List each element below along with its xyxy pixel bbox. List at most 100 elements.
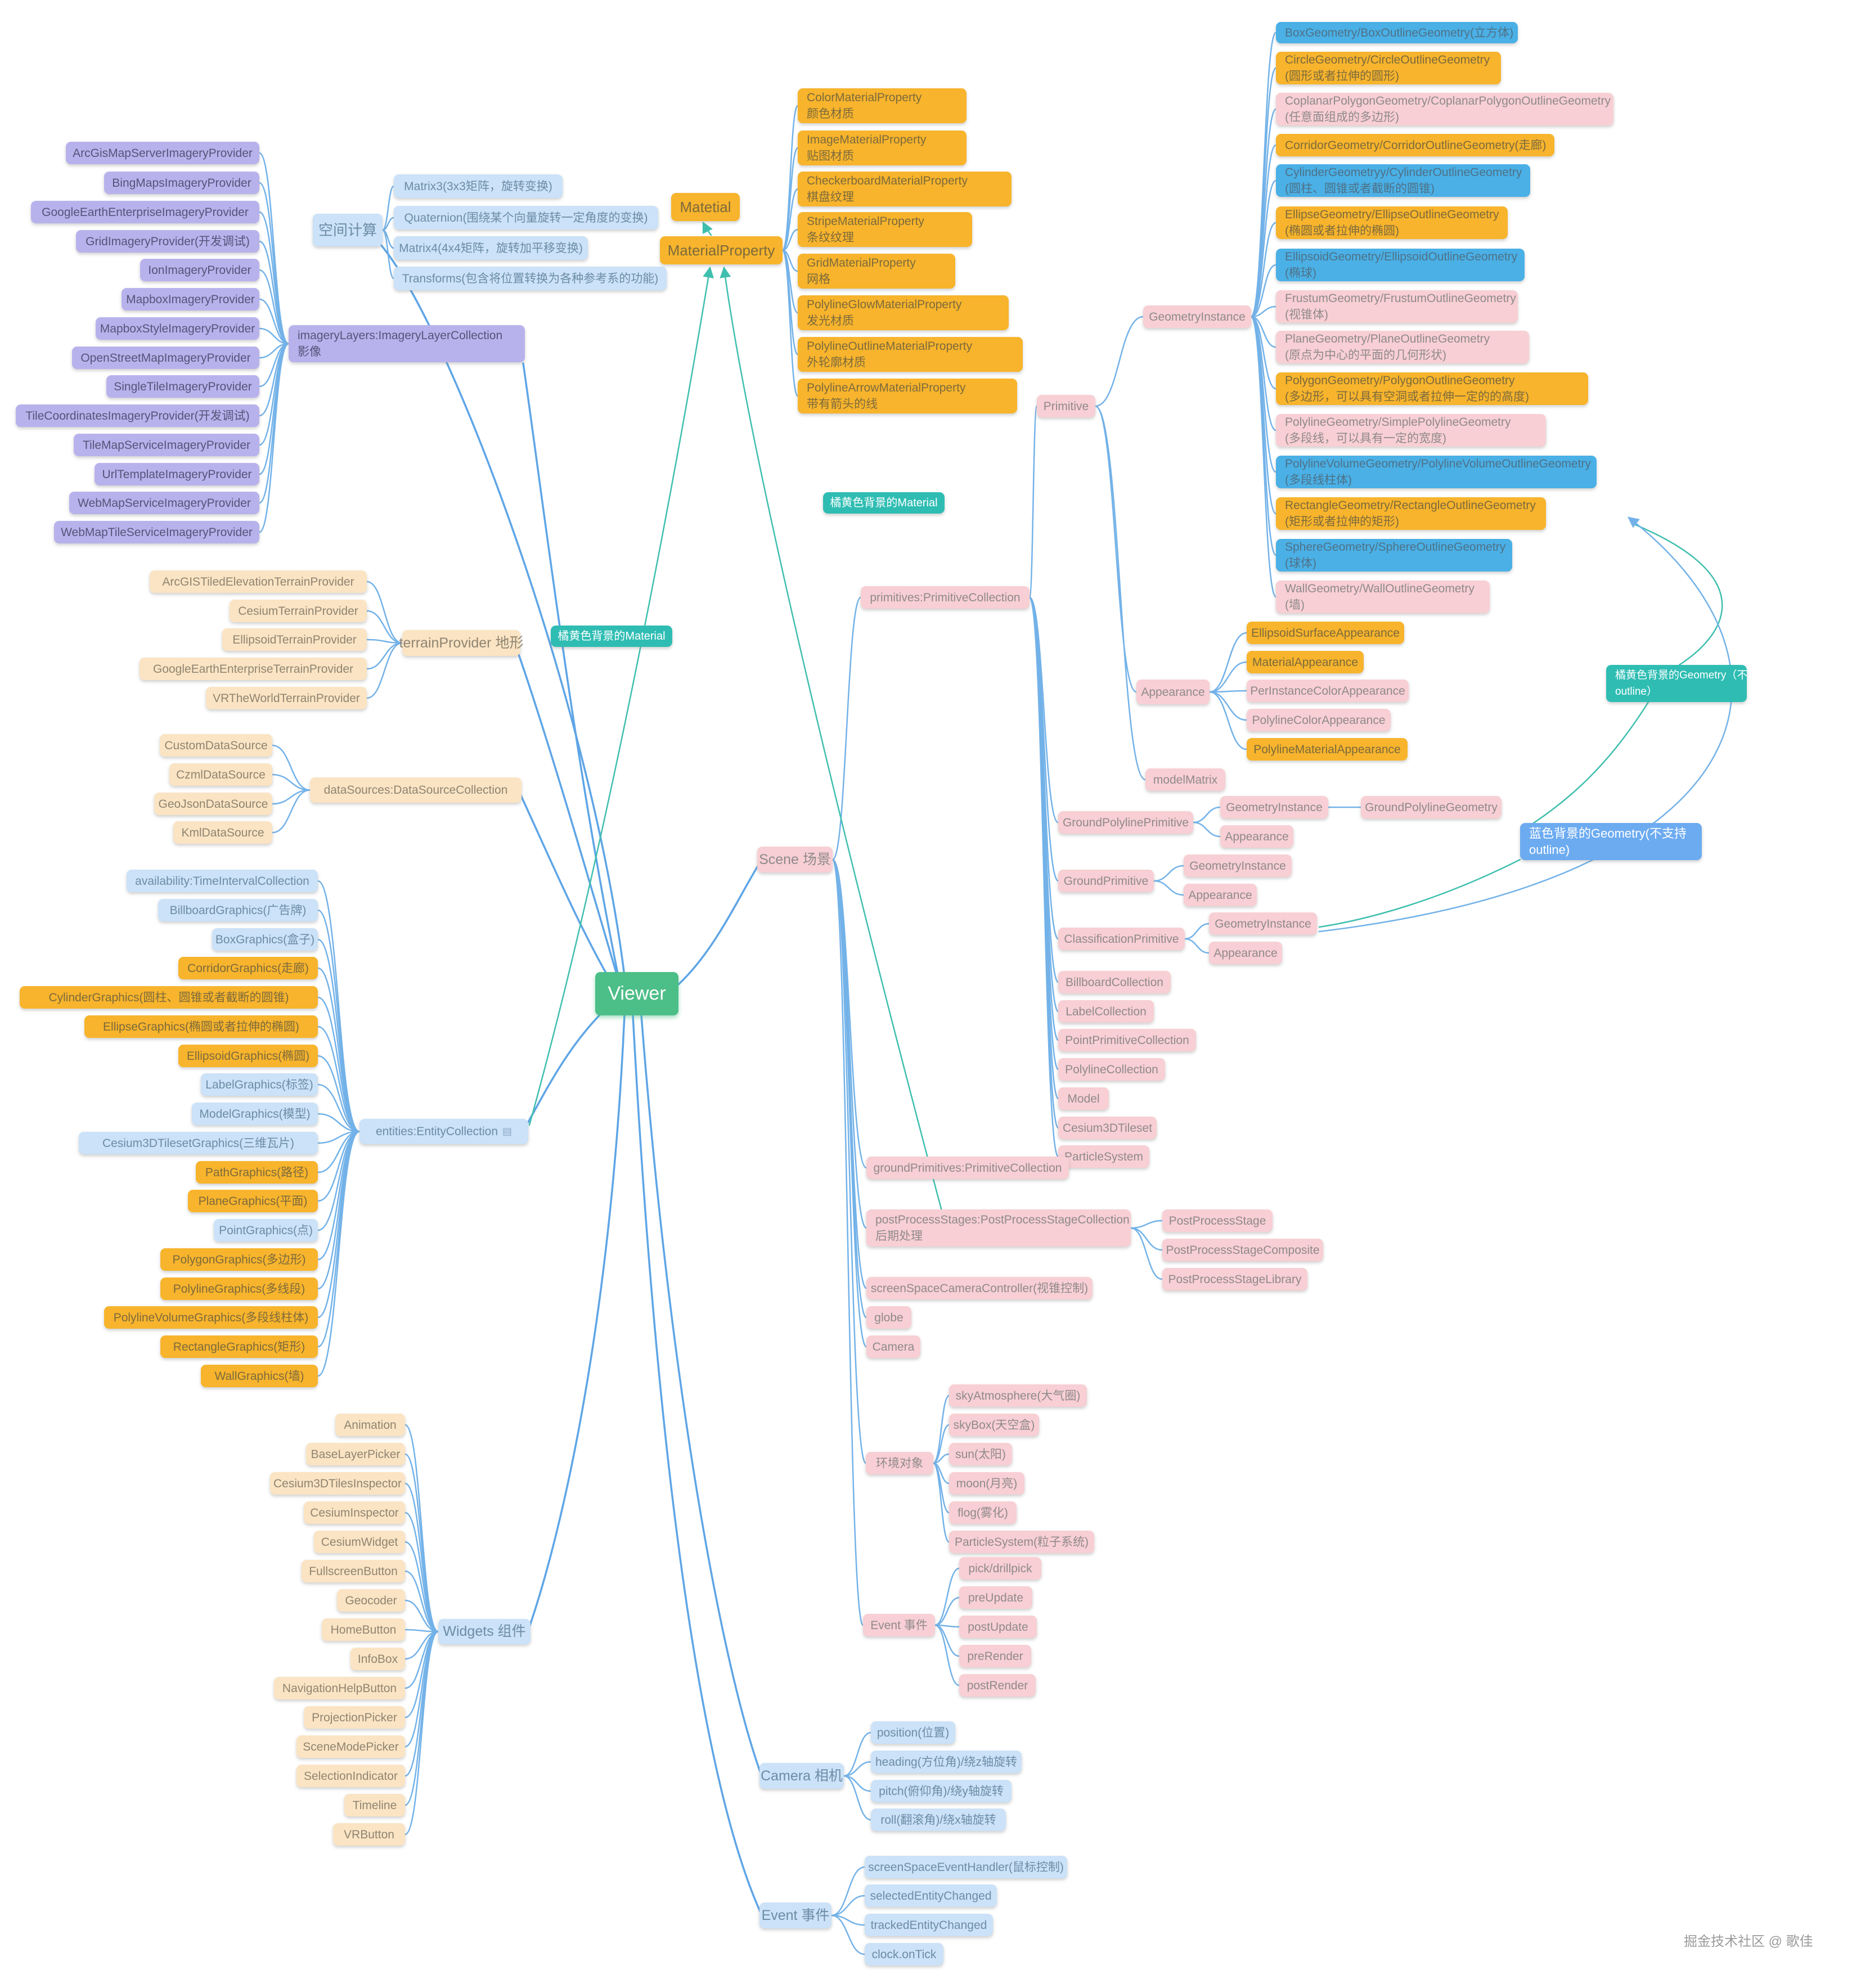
node-eventMain[interactable]: Event 事件 bbox=[759, 1902, 831, 1928]
node-g9[interactable]: PlaneGeometry/PlaneOutlineGeometry (原点为中… bbox=[1276, 331, 1529, 363]
node-ev3[interactable]: postUpdate bbox=[959, 1616, 1037, 1638]
node-modelmatrix[interactable]: modelMatrix bbox=[1145, 768, 1225, 791]
node-cpAp[interactable]: Appearance bbox=[1209, 942, 1282, 964]
node-en7[interactable]: EllipsoidGraphics(椭圆) bbox=[178, 1045, 318, 1067]
node-g8[interactable]: FrustumGeometry/FrustumOutlineGeometry (… bbox=[1276, 290, 1518, 323]
node-im14[interactable]: WebMapTileServiceImageryProvider bbox=[54, 521, 259, 543]
node-teal2[interactable]: 橘黄色背景的Material bbox=[551, 626, 672, 647]
node-g2[interactable]: CircleGeometry/CircleOutlineGeometry (圆形… bbox=[1276, 52, 1501, 84]
node-en3[interactable]: BoxGraphics(盒子) bbox=[212, 928, 318, 951]
node-w14[interactable]: Timeline bbox=[344, 1794, 405, 1816]
node-w9[interactable]: InfoBox bbox=[350, 1648, 405, 1670]
node-g6[interactable]: EllipseGeometry/EllipseOutlineGeometry (… bbox=[1276, 206, 1508, 239]
node-en5[interactable]: CylinderGraphics(圆柱、圆锥或者截断的圆锥) bbox=[20, 986, 318, 1009]
node-postProcess[interactable]: postProcessStages:PostProcessStageCollec… bbox=[866, 1209, 1131, 1247]
node-w12[interactable]: SceneModePicker bbox=[296, 1735, 405, 1758]
node-im3[interactable]: GoogleEarthEnterpriseImageryProvider bbox=[31, 201, 259, 223]
node-tp5[interactable]: VRTheWorldTerrainProvider bbox=[206, 687, 367, 709]
node-env[interactable]: 环境对象 bbox=[866, 1452, 933, 1474]
node-gpAp[interactable]: Appearance bbox=[1184, 884, 1257, 906]
node-cm1[interactable]: position(位置) bbox=[871, 1721, 955, 1744]
node-plc[interactable]: PolylineCollection bbox=[1058, 1058, 1165, 1081]
node-c3dt[interactable]: Cesium3DTileset bbox=[1058, 1117, 1157, 1139]
node-en2[interactable]: BillboardGraphics(广告牌) bbox=[158, 899, 318, 921]
node-im4[interactable]: GridImageryProvider(开发调试) bbox=[76, 230, 259, 253]
node-mp2[interactable]: ImageMaterialProperty 贴图材质 bbox=[798, 131, 967, 165]
node-cpGi[interactable]: GeometryInstance bbox=[1209, 912, 1317, 935]
node-mx2[interactable]: Quaternion(围绕某个向量旋转一定角度的变换) bbox=[394, 206, 658, 230]
node-ds1[interactable]: CustomDataSource bbox=[160, 734, 272, 757]
node-em2[interactable]: selectedEntityChanged bbox=[865, 1884, 997, 1907]
node-w10[interactable]: NavigationHelpButton bbox=[274, 1677, 405, 1699]
node-scene[interactable]: Scene 场景 bbox=[757, 847, 833, 872]
node-mp6[interactable]: PolylineGlowMaterialProperty 发光材质 bbox=[798, 295, 1009, 330]
node-terrain[interactable]: terrainProvider 地形 bbox=[399, 630, 523, 656]
node-ev4[interactable]: preRender bbox=[959, 1645, 1031, 1667]
node-ev2[interactable]: preUpdate bbox=[959, 1586, 1032, 1609]
node-em4[interactable]: clock.onTick bbox=[865, 1943, 943, 1965]
node-ev1[interactable]: pick/drillpick bbox=[959, 1557, 1041, 1580]
node-pps3[interactable]: PostProcessStageLibrary bbox=[1162, 1268, 1307, 1290]
node-cameraMain[interactable]: Camera 相机 bbox=[759, 1763, 844, 1789]
node-en8[interactable]: LabelGraphics(标签) bbox=[201, 1073, 318, 1096]
node-en11[interactable]: PathGraphics(路径) bbox=[196, 1161, 318, 1184]
node-env3[interactable]: sun(太阳) bbox=[949, 1443, 1012, 1465]
node-g15[interactable]: WallGeometry/WallOutlineGeometry (墙) bbox=[1276, 581, 1490, 613]
node-groundPrimitives[interactable]: groundPrimitives:PrimitiveCollection bbox=[866, 1157, 1069, 1179]
node-en13[interactable]: PointGraphics(点) bbox=[214, 1219, 318, 1242]
node-en9[interactable]: ModelGraphics(模型) bbox=[192, 1103, 318, 1125]
node-g11[interactable]: PolylineGeometry/SimplePolylineGeometry … bbox=[1276, 414, 1546, 447]
node-w3[interactable]: Cesium3DTilesInspector bbox=[270, 1472, 405, 1495]
node-ps[interactable]: ParticleSystem bbox=[1058, 1145, 1149, 1168]
node-ds2[interactable]: CzmlDataSource bbox=[169, 763, 272, 786]
node-primitive[interactable]: Primitive bbox=[1037, 395, 1095, 417]
node-ev5[interactable]: postRender bbox=[959, 1674, 1036, 1697]
node-im5[interactable]: IonImageryProvider bbox=[140, 259, 259, 281]
node-cp[interactable]: ClassificationPrimitive bbox=[1058, 928, 1185, 950]
node-materialProperty[interactable]: MaterialProperty bbox=[660, 236, 783, 264]
node-w1[interactable]: Animation bbox=[335, 1414, 405, 1436]
node-g10[interactable]: PolygonGeometry/PolygonOutlineGeometry (… bbox=[1276, 372, 1588, 405]
node-en15[interactable]: PolylineGraphics(多线段) bbox=[160, 1278, 318, 1300]
node-mp1[interactable]: ColorMaterialProperty 颜色材质 bbox=[798, 88, 967, 123]
node-im11[interactable]: TileMapServiceImageryProvider bbox=[74, 434, 259, 456]
node-im12[interactable]: UrlTemplateImageryProvider bbox=[95, 463, 259, 485]
node-mp4[interactable]: StripeMaterialProperty 条纹纹理 bbox=[798, 212, 972, 247]
node-cm3[interactable]: pitch(俯仰角)/绕y轴旋转 bbox=[871, 1780, 1012, 1802]
node-w15[interactable]: VRButton bbox=[333, 1823, 405, 1846]
node-bc[interactable]: BillboardCollection bbox=[1058, 971, 1171, 993]
node-en14[interactable]: PolygonGraphics(多边形) bbox=[160, 1248, 318, 1271]
node-gppAp[interactable]: Appearance bbox=[1220, 825, 1293, 848]
node-en6[interactable]: EllipseGraphics(椭圆或者拉伸的椭圆) bbox=[84, 1015, 318, 1038]
node-en17[interactable]: RectangleGraphics(矩形) bbox=[160, 1335, 318, 1358]
node-entities[interactable]: entities:EntityCollection ▤ bbox=[359, 1119, 528, 1144]
node-gpp[interactable]: GroundPolylinePrimitive bbox=[1058, 811, 1193, 834]
node-mx4[interactable]: Transforms(包含将位置转换为各种参考系的功能) bbox=[394, 267, 667, 290]
node-g7[interactable]: EllipsoidGeometry/EllipsoidOutlineGeomet… bbox=[1276, 249, 1525, 281]
node-mx1[interactable]: Matrix3(3x3矩阵，旋转变换) bbox=[394, 174, 563, 198]
node-sscc[interactable]: screenSpaceCameraController(视锥控制) bbox=[866, 1277, 1093, 1299]
node-em3[interactable]: trackedEntityChanged bbox=[865, 1914, 993, 1936]
node-mp5[interactable]: GridMaterialProperty 网格 bbox=[798, 254, 955, 289]
node-im13[interactable]: WebMapServiceImageryProvider bbox=[69, 492, 259, 514]
node-en10[interactable]: Cesium3DTilesetGraphics(三维瓦片) bbox=[79, 1132, 318, 1154]
node-mp7[interactable]: PolylineOutlineMaterialProperty 外轮廓材质 bbox=[798, 337, 1023, 372]
node-imageryLayers[interactable]: imageryLayers:ImageryLayerCollection 影像 bbox=[289, 325, 525, 362]
node-pps2[interactable]: PostProcessStageComposite bbox=[1162, 1239, 1323, 1261]
node-gppGeom[interactable]: GroundPolylineGeometry bbox=[1361, 796, 1502, 818]
node-matetial[interactable]: Matetial bbox=[671, 193, 740, 221]
node-teal1[interactable]: 橘黄色背景的Material bbox=[823, 492, 945, 514]
node-g13[interactable]: RectangleGeometry/RectangleOutlineGeomet… bbox=[1276, 497, 1546, 530]
node-env5[interactable]: flog(雾化) bbox=[949, 1501, 1017, 1524]
node-w2[interactable]: BaseLayerPicker bbox=[306, 1443, 405, 1465]
node-cm2[interactable]: heading(方位角)/绕z轴旋转 bbox=[871, 1751, 1022, 1773]
node-w7[interactable]: Geocoder bbox=[337, 1589, 405, 1612]
node-w11[interactable]: ProjectionPicker bbox=[304, 1706, 405, 1729]
node-giTop[interactable]: GeometryInstance bbox=[1143, 305, 1251, 328]
node-gp[interactable]: GroundPrimitive bbox=[1058, 870, 1154, 892]
node-en4[interactable]: CorridorGraphics(走廊) bbox=[178, 957, 318, 979]
node-gpGi[interactable]: GeometryInstance bbox=[1184, 854, 1292, 877]
node-viewer[interactable]: Viewer bbox=[595, 972, 678, 1015]
node-kjjs[interactable]: 空间计算 bbox=[313, 214, 383, 246]
node-tp3[interactable]: EllipsoidTerrainProvider bbox=[222, 628, 367, 651]
